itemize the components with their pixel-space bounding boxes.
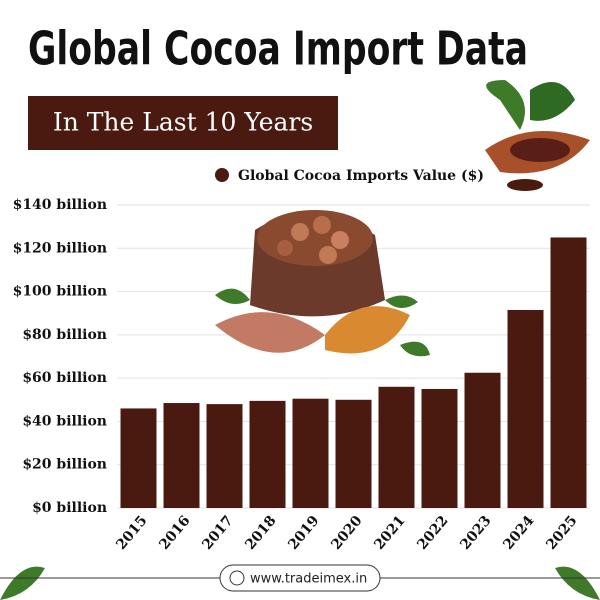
- footer-pill: [219, 564, 381, 592]
- y-tick-label: $120 billion: [13, 240, 107, 256]
- globe-icon: [229, 570, 245, 586]
- decor-pod: [485, 80, 590, 191]
- bar: [206, 404, 243, 508]
- decor-sack: [215, 210, 430, 357]
- legend-swatch: [215, 168, 229, 182]
- bar: [249, 400, 286, 508]
- bar: [163, 403, 200, 508]
- x-tick-label: 2017: [199, 513, 236, 553]
- x-tick-label: 2024: [500, 513, 537, 553]
- x-tick-label: 2022: [414, 513, 451, 553]
- y-tick-label: $0 billion: [32, 500, 107, 516]
- x-tick-label: 2020: [328, 513, 365, 553]
- decor-leaves: [0, 566, 600, 600]
- x-tick-label: 2019: [285, 513, 322, 553]
- y-tick-label: $40 billion: [22, 413, 107, 429]
- bar: [464, 372, 501, 508]
- bar: [507, 309, 544, 508]
- bar: [378, 386, 415, 508]
- bar: [550, 237, 587, 508]
- bar: [335, 399, 372, 508]
- chart-subtitle: In The Last 10 Years: [53, 108, 313, 137]
- x-tick-label: 2021: [371, 513, 408, 553]
- y-tick-label: $60 billion: [22, 370, 107, 386]
- chart-title: Global Cocoa Import Data: [28, 22, 528, 76]
- bar: [120, 408, 157, 508]
- x-tick-label: 2016: [156, 513, 193, 553]
- legend-label: Global Cocoa Imports Value ($): [238, 168, 484, 184]
- footer-url: www.tradeimex.in: [250, 572, 367, 587]
- bar: [421, 388, 458, 508]
- x-tick-label: 2015: [113, 513, 150, 553]
- x-tick-label: 2018: [242, 513, 279, 553]
- y-tick-label: $80 billion: [22, 327, 107, 343]
- y-tick-label: $140 billion: [13, 197, 107, 213]
- bar: [292, 398, 329, 508]
- x-tick-label: 2023: [457, 513, 494, 553]
- y-tick-label: $20 billion: [22, 457, 107, 473]
- y-tick-label: $100 billion: [13, 284, 107, 300]
- subtitle-banner: [28, 96, 338, 150]
- x-tick-label: 2025: [543, 513, 580, 553]
